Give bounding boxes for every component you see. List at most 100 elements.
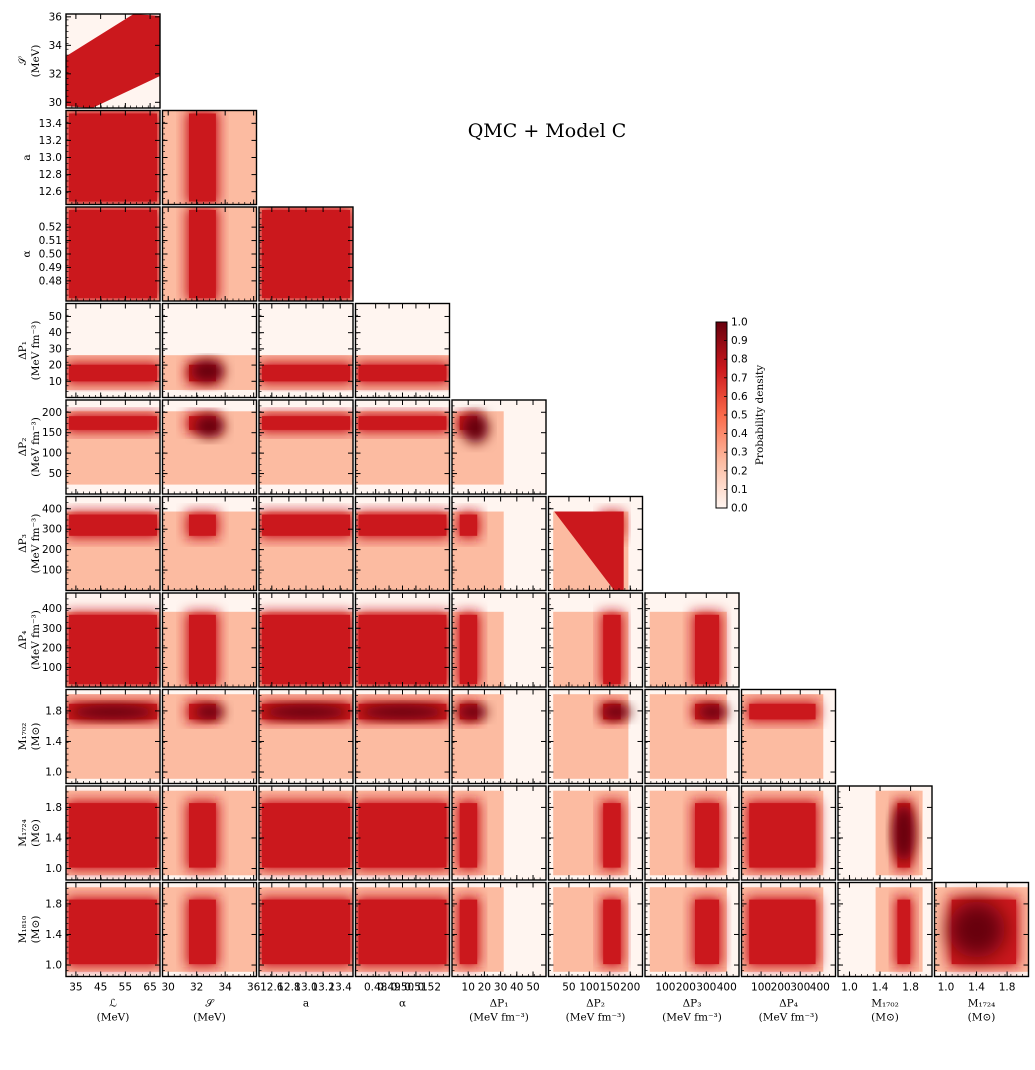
x-axis-label-dP1: ΔP₁ (490, 998, 509, 1010)
y-axis-label-M1810: M₁₈₁₀ (M⊙) (17, 916, 42, 944)
colorbar-tick-label: 0.3 (731, 447, 748, 459)
x-tick-label: 45 (94, 982, 107, 994)
y-tick-label: 10 (49, 376, 62, 388)
panel-M1810-vs-M1724: 1.0 1.4 1.8 (933, 881, 1030, 994)
panel-dP4-vs-dP2 (547, 592, 644, 688)
y-tick-label: 300 (42, 623, 62, 635)
y-tick-label: 34 (49, 40, 63, 52)
y-tick-label: 20 (49, 360, 62, 372)
svg-text:M₁₈₁₀: M₁₈₁₀ (17, 916, 29, 944)
panel-M1702-vs-dP3 (644, 688, 740, 785)
x-tick-label: 12.6 (260, 982, 284, 994)
y-tick-label: 1.0 (45, 767, 62, 779)
svg-text:𝒮: 𝒮 (17, 55, 29, 65)
x-tick-label: 34 (218, 982, 232, 994)
x-tick-label: 100 (751, 982, 771, 994)
x-tick-label: 35 (69, 982, 82, 994)
chart-title: QMC + Model C (468, 120, 627, 142)
colorbar-tick-label: 0.8 (731, 354, 748, 366)
x-axis-label-alpha: α (399, 998, 406, 1010)
y-tick-label: 36 (49, 11, 63, 23)
panel-dP1-vs-S (161, 302, 258, 399)
y-tick-label: 13.2 (39, 135, 62, 147)
y-tick-label: 1.4 (45, 929, 62, 941)
colorbar-tick-label: 0.6 (731, 391, 748, 403)
svg-text:(M⊙): (M⊙) (30, 916, 42, 944)
x-axis-unit-dP2: (MeV fm⁻³) (566, 1012, 626, 1024)
panel-M1724-vs-alpha (354, 785, 451, 881)
panel-M1724-vs-dP2 (547, 785, 644, 881)
panel-M1810-vs-dP1: 10 20 30 40 50 (451, 881, 547, 994)
x-tick-label: 150 (600, 982, 620, 994)
panel-dP2-vs-alpha (354, 399, 451, 495)
y-tick-label: 13.0 (39, 152, 62, 164)
colorbar: 0.0 0.1 0.2 0.3 0.4 0.5 0.6 0.7 0.8 0.9 1.0 Probabi… (715, 317, 766, 515)
x-tick-label: 400 (717, 982, 737, 994)
x-axis-label-S: 𝒮 (205, 998, 215, 1010)
x-tick-label: 13.4 (328, 982, 352, 994)
y-tick-label: 12.6 (39, 186, 63, 198)
panel-dP1-vs-alpha (354, 302, 451, 399)
x-axis-label-dP2: ΔP₂ (586, 998, 605, 1010)
panel-S-vs-L: 30 32 34 36 (49, 11, 161, 109)
y-tick-label: 30 (49, 343, 62, 355)
svg-text:(MeV fm⁻³): (MeV fm⁻³) (30, 610, 42, 670)
panel-a-vs-L: 12.6 12.8 13.0 13.2 13.4 (39, 109, 161, 206)
y-axis-label-M1724: M₁₇₂₄ (M⊙) (17, 819, 42, 847)
svg-text:M₁₇₀₂: M₁₇₀₂ (17, 723, 29, 751)
x-tick-label: 65 (143, 982, 156, 994)
svg-text:a: a (21, 154, 33, 160)
panel-dP3-vs-dP1 (451, 495, 547, 592)
panel-M1810-vs-dP2: 50 100 150 200 (547, 881, 644, 994)
y-axis-label-dP1: ΔP₁ (MeV fm⁻³) (17, 321, 42, 381)
x-tick-label: 30 (162, 982, 175, 994)
svg-text:ΔP₃: ΔP₃ (17, 534, 29, 553)
y-tick-label: 200 (42, 642, 62, 654)
y-axis-label-S: 𝒮 (MeV) (17, 45, 42, 78)
x-tick-label: 1.0 (938, 982, 955, 994)
panel-M1724-vs-a (258, 785, 354, 881)
x-axis-label-a: a (303, 998, 309, 1010)
y-tick-label: 400 (42, 503, 62, 515)
x-tick-label: 0.48 (364, 982, 387, 994)
panels-layer: 3032343612.612.813.013.213.40.480.490.50… (39, 11, 1030, 994)
panel-M1702-vs-alpha (354, 688, 451, 785)
panel-M1702-vs-dP1 (451, 688, 547, 785)
x-tick-label: 12.8 (277, 982, 300, 994)
panel-dP3-vs-L: 100 200 300 400 (42, 495, 161, 592)
colorbar-tick-label: 0.4 (731, 428, 748, 440)
y-tick-label: 1.0 (45, 960, 62, 972)
panel-M1702-vs-dP2 (547, 688, 644, 785)
panel-M1810-vs-S: 30 32 34 36 (162, 881, 261, 994)
x-axis-labels: ℒ (MeV) 𝒮 (MeV) a α ΔP₁ (MeV fm⁻³) ΔP₂ (MeV fm⁻³)… (97, 998, 996, 1024)
y-tick-label: 400 (42, 603, 62, 615)
x-tick-label: 100 (655, 982, 675, 994)
y-tick-label: 0.48 (39, 275, 62, 287)
y-tick-label: 13.4 (39, 118, 63, 130)
y-tick-label: 50 (49, 468, 62, 480)
panel-M1724-vs-M1702 (837, 785, 933, 881)
x-tick-label: 0.51 (404, 982, 427, 994)
svg-text:(M⊙): (M⊙) (30, 819, 42, 847)
x-axis-unit-M1724: (M⊙) (968, 1012, 996, 1024)
x-axis-unit-dP1: (MeV fm⁻³) (469, 1012, 529, 1024)
y-axis-label-M1702: M₁₇₀₂ (M⊙) (17, 723, 42, 751)
y-tick-label: 100 (42, 448, 62, 460)
y-tick-label: 100 (42, 565, 62, 577)
svg-text:ΔP₁: ΔP₁ (17, 341, 29, 360)
y-axis-label-dP3: ΔP₃ (MeV fm⁻³) (17, 514, 42, 574)
x-axis-label-dP4: ΔP₄ (779, 998, 798, 1010)
x-axis-unit-L: (MeV) (97, 1012, 130, 1024)
svg-text:ΔP₄: ΔP₄ (17, 631, 29, 650)
y-tick-label: 0.49 (39, 262, 62, 274)
panel-dP4-vs-dP3 (644, 592, 740, 688)
x-tick-label: 13.0 (294, 982, 317, 994)
x-tick-label: 36 (247, 982, 261, 994)
svg-text:ΔP₂: ΔP₂ (17, 438, 29, 457)
y-tick-label: 0.51 (39, 235, 62, 247)
y-tick-label: 100 (42, 662, 62, 674)
y-tick-label: 1.8 (45, 898, 62, 910)
svg-text:M₁₇₂₄: M₁₇₂₄ (17, 819, 29, 847)
panel-alpha-vs-S (161, 206, 258, 302)
